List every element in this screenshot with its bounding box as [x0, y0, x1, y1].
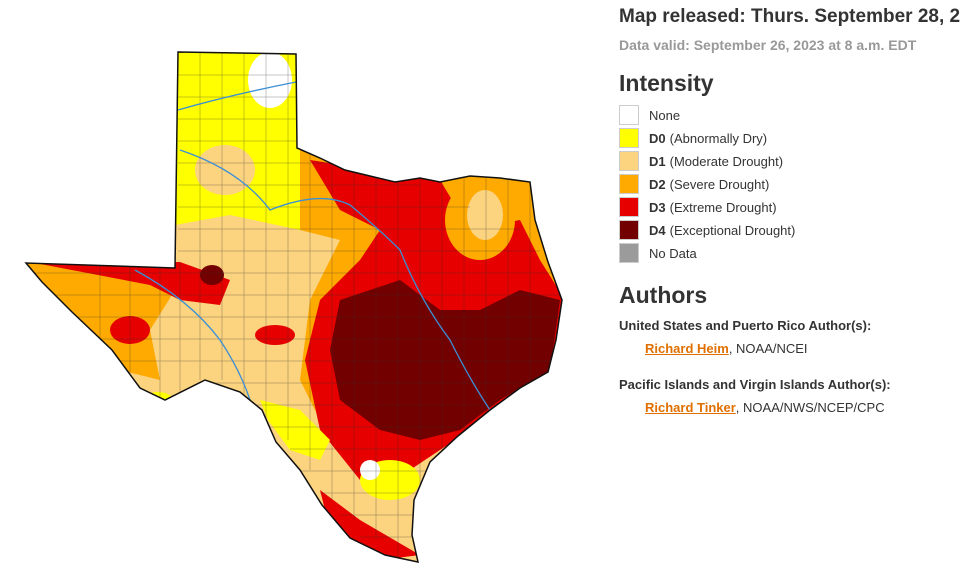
- author-link[interactable]: Richard Tinker: [645, 400, 736, 415]
- legend-swatch: [619, 197, 639, 217]
- legend-code: D0: [649, 130, 666, 146]
- legend-title: Intensity: [619, 70, 714, 96]
- legend-code: D4: [649, 222, 666, 238]
- state-outline: [24, 51, 563, 563]
- legend-swatch: [619, 151, 639, 171]
- legend-code: D3: [649, 199, 666, 215]
- legend-label: None: [649, 107, 681, 123]
- legend-label: (Exceptional Drought): [669, 222, 796, 238]
- legend-swatch: [619, 220, 639, 240]
- legend-swatch: [619, 243, 639, 263]
- legend-item: D0 (Abnormally Dry): [619, 128, 767, 148]
- legend-item: None: [619, 105, 680, 125]
- author-line: Richard Heim, NOAA/NCEI: [645, 341, 808, 356]
- valid-date: Data valid: September 26, 2023 at 8 a.m.…: [619, 37, 917, 53]
- legend-item: D3 (Extreme Drought): [619, 197, 777, 217]
- legend-code: D2: [649, 176, 666, 192]
- legend-item: D1 (Moderate Drought): [619, 151, 783, 171]
- legend-item: D2 (Severe Drought): [619, 174, 769, 194]
- legend-swatch: [619, 128, 639, 148]
- author-link[interactable]: Richard Heim: [645, 341, 729, 356]
- drought-map: [24, 51, 563, 563]
- author-org: , NOAA/NCEI: [728, 341, 808, 356]
- map-fill: [26, 52, 562, 562]
- legend-label: (Severe Drought): [669, 176, 770, 192]
- author-heading: Pacific Islands and Virgin Islands Autho…: [619, 377, 891, 392]
- legend-swatch: [619, 105, 639, 125]
- legend-label: No Data: [649, 245, 697, 261]
- authors-title: Authors: [619, 282, 708, 308]
- rivers: [134, 81, 491, 411]
- legend-label: (Moderate Drought): [669, 153, 784, 169]
- author-org: , NOAA/NWS/NCEP/CPC: [735, 400, 885, 415]
- legend-label: (Abnormally Dry): [669, 130, 768, 146]
- author-line: Richard Tinker, NOAA/NWS/NCEP/CPC: [645, 400, 885, 415]
- legend-item: D4 (Exceptional Drought): [619, 220, 795, 240]
- author-heading: United States and Puerto Rico Author(s):: [619, 318, 872, 333]
- legend-code: D1: [649, 153, 666, 169]
- legend-label: (Extreme Drought): [669, 199, 777, 215]
- release-date: Map released: Thurs. September 28, 2023: [619, 6, 960, 27]
- legend-swatch: [619, 174, 639, 194]
- county-grid: [30, 52, 560, 560]
- legend-item: No Data: [619, 243, 697, 263]
